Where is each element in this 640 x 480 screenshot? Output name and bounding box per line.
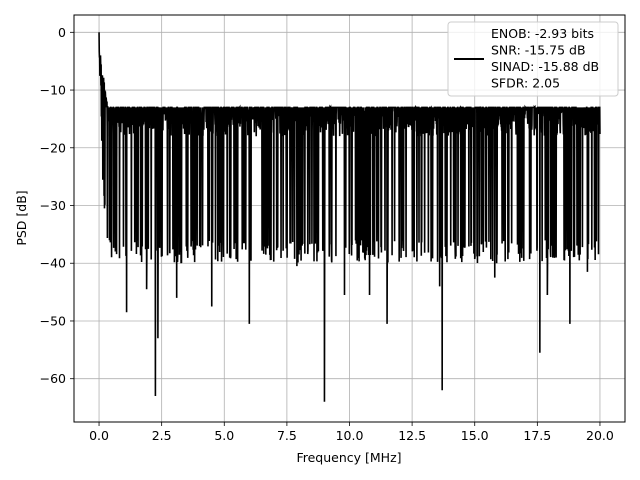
plot-area <box>98 32 601 402</box>
legend-text-enob: ENOB: -2.93 bits <box>491 26 594 41</box>
y-tick-label: −40 <box>40 256 66 271</box>
y-tick-label: −30 <box>40 198 66 213</box>
x-tick-label: 20.0 <box>586 428 614 443</box>
legend-text-sinad: SINAD: -15.88 dB <box>491 59 599 74</box>
x-axis-ticks: 0.0 2.5 5.0 7.5 10.0 12.5 15.0 17.5 20.0 <box>89 422 614 443</box>
y-tick-label: −10 <box>40 83 66 98</box>
y-tick-label: −60 <box>40 371 66 386</box>
x-tick-label: 10.0 <box>336 428 364 443</box>
legend-box <box>447 21 619 97</box>
x-tick-label: 5.0 <box>214 428 234 443</box>
legend-text-sfdr: SFDR: 2.05 <box>491 76 560 91</box>
y-axis-ticks: 0 −10 −20 −30 −40 −50 −60 <box>40 25 74 386</box>
legend-text-snr: SNR: -15.75 dB <box>491 43 586 58</box>
x-tick-label: 17.5 <box>523 428 551 443</box>
x-axis-title: Frequency [MHz] <box>296 450 401 465</box>
x-tick-label: 2.5 <box>152 428 172 443</box>
x-tick-label: 0.0 <box>89 428 109 443</box>
x-tick-label: 7.5 <box>277 428 297 443</box>
y-tick-label: −20 <box>40 140 66 155</box>
psd-series-line <box>98 32 601 402</box>
legend: ENOB: -2.93 bits SNR: -15.75 dB SINAD: -… <box>447 21 619 97</box>
x-tick-label: 15.0 <box>461 428 489 443</box>
x-tick-label: 12.5 <box>398 428 426 443</box>
y-tick-label: −50 <box>40 313 66 328</box>
y-axis-title: PSD [dB] <box>14 190 29 245</box>
y-tick-label: 0 <box>58 25 66 40</box>
